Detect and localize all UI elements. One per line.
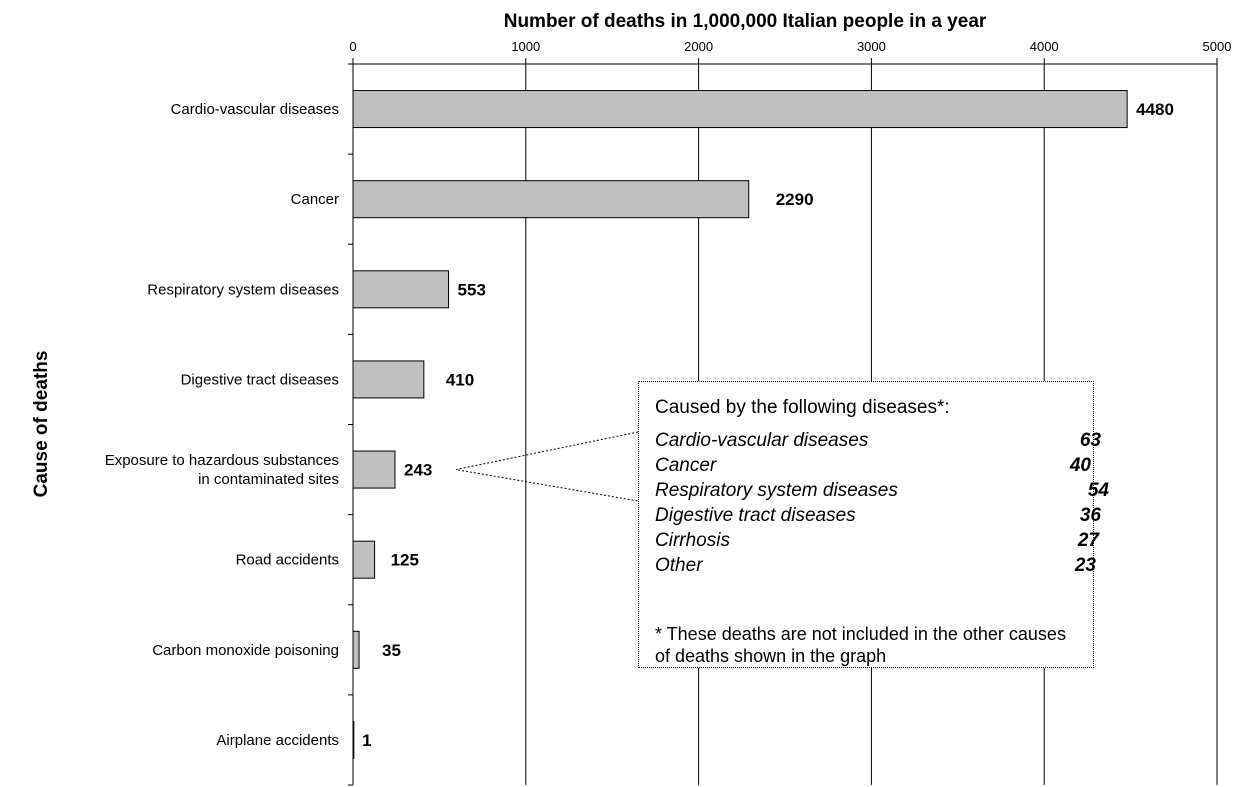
callout-wedge bbox=[455, 431, 639, 502]
bar bbox=[352, 450, 396, 489]
annotation-item-label: Digestive tract diseases bbox=[655, 505, 856, 526]
x-tick-label: 1000 bbox=[511, 39, 540, 54]
bar bbox=[352, 720, 355, 759]
category-label: Exposure to hazardous substances bbox=[105, 452, 339, 469]
x-tick-label: 4000 bbox=[1030, 39, 1059, 54]
category-label: Digestive tract diseases bbox=[181, 371, 339, 388]
callout-pointer bbox=[455, 431, 639, 502]
annotation-item-label: Cardio-vascular diseases bbox=[655, 430, 869, 451]
value-label: 35 bbox=[382, 641, 401, 660]
category-label: Road accidents bbox=[236, 552, 339, 569]
bar bbox=[352, 180, 750, 219]
value-label: 1 bbox=[362, 731, 371, 750]
value-label: 243 bbox=[404, 461, 432, 480]
annotation-callout: Caused by the following diseases*: Cardi… bbox=[638, 381, 1109, 668]
annotation-item-value: 40 bbox=[1069, 455, 1091, 476]
annotation-item-label: Cancer bbox=[655, 455, 717, 476]
annotation-heading: Caused by the following diseases*: bbox=[655, 397, 950, 418]
x-tick-label: 3000 bbox=[857, 39, 886, 54]
x-tick-label: 5000 bbox=[1203, 39, 1232, 54]
annotation-item-label: Respiratory system diseases bbox=[655, 480, 898, 501]
category-label: Airplane accidents bbox=[216, 732, 339, 749]
bar bbox=[352, 630, 360, 669]
annotation-item-value: 54 bbox=[1087, 480, 1109, 501]
annotation-item-label: Cirrhosis bbox=[655, 530, 730, 551]
annotation-note: * These deaths are not included in the o… bbox=[655, 624, 1066, 666]
annotation-item-value: 23 bbox=[1074, 555, 1096, 576]
annotation-item-value: 27 bbox=[1077, 530, 1099, 551]
annotation-item-value: 63 bbox=[1079, 430, 1101, 451]
value-label: 410 bbox=[446, 370, 474, 389]
category-label: Cardio-vascular diseases bbox=[171, 101, 339, 118]
chart-title: Number of deaths in 1,000,000 Italian pe… bbox=[504, 11, 987, 32]
y-axis-label: Cause of deaths bbox=[31, 351, 52, 498]
category-label: Cancer bbox=[291, 191, 339, 208]
x-tick-label: 2000 bbox=[684, 39, 713, 54]
value-label: 125 bbox=[391, 551, 419, 570]
bar bbox=[352, 540, 376, 579]
bar bbox=[352, 360, 425, 399]
x-tick-label: 0 bbox=[349, 39, 356, 54]
value-label: 2290 bbox=[776, 190, 814, 209]
bar bbox=[352, 270, 450, 309]
value-label: 4480 bbox=[1136, 100, 1174, 119]
bar bbox=[352, 90, 1128, 129]
bars: Cardio-vascular diseases 4480 Cancer 2290 Re… bbox=[105, 90, 1174, 759]
category-label: Carbon monoxide poisoning bbox=[152, 642, 339, 659]
annotation-item-value: 36 bbox=[1079, 505, 1101, 526]
annotation-item-label: Other bbox=[655, 555, 703, 576]
category-label: in contaminated sites bbox=[198, 471, 339, 488]
category-label: Respiratory system diseases bbox=[147, 281, 339, 298]
value-label: 553 bbox=[458, 280, 486, 299]
